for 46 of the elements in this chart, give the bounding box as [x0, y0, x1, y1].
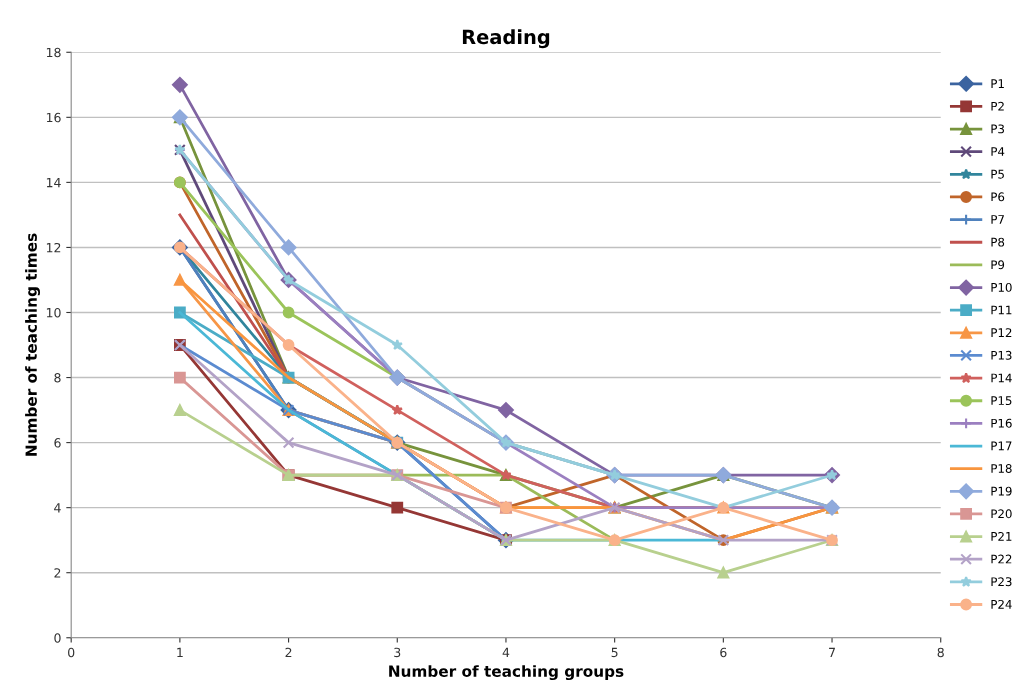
legend-label: P19 — [991, 486, 1012, 496]
chart-title: Reading — [462, 29, 550, 49]
y-tick-label: 18 — [46, 47, 61, 58]
y-axis-title: Number of teaching times — [25, 233, 41, 456]
x-tick-label: 3 — [394, 647, 401, 658]
y-tick-label: 14 — [46, 178, 61, 188]
x-axis-title: Number of teaching groups — [389, 665, 624, 681]
x-tick-label: 1 — [177, 647, 183, 657]
x-tick-label: 8 — [937, 647, 944, 658]
x-tick-label: 4 — [502, 647, 510, 657]
legend-label: P24 — [991, 599, 1012, 609]
legend-label: P23 — [991, 577, 1012, 587]
legend-label: P14 — [991, 373, 1012, 383]
legend-label: P8 — [991, 237, 1005, 247]
legend-label: P2 — [991, 101, 1004, 111]
legend-label: P21 — [991, 531, 1012, 541]
y-tick-label: 0 — [54, 633, 61, 643]
y-tick-label: 12 — [46, 242, 61, 253]
y-tick-label: 4 — [54, 503, 61, 513]
x-tick-label: 5 — [611, 647, 618, 658]
y-tick-label: 16 — [46, 112, 61, 123]
y-tick-label: 6 — [54, 438, 61, 448]
legend-label: P18 — [991, 464, 1012, 473]
legend-label: P9 — [991, 260, 1005, 270]
legend-label: P17 — [991, 441, 1012, 451]
legend-label: P5 — [991, 169, 1004, 179]
x-tick-label: 6 — [720, 647, 727, 658]
legend-label: P20 — [991, 509, 1012, 519]
x-tick-label: 2 — [285, 647, 292, 657]
legend-label: P7 — [991, 215, 1004, 224]
legend-label: P6 — [991, 192, 1005, 202]
x-tick-label: 7 — [829, 647, 835, 657]
x-tick-label: 0 — [68, 647, 75, 658]
legend-label: P11 — [991, 305, 1012, 315]
legend-label: P3 — [991, 124, 1004, 134]
y-tick-label: 10 — [46, 307, 61, 318]
y-tick-label: 2 — [54, 568, 61, 578]
legend-label: P12 — [991, 328, 1012, 337]
legend-label: P4 — [991, 147, 1005, 156]
legend-label: P1 — [991, 79, 1004, 88]
y-tick-label: 8 — [54, 373, 61, 383]
legend-label: P10 — [991, 282, 1012, 292]
legend-label: P13 — [991, 350, 1012, 360]
legend-label: P22 — [991, 554, 1012, 564]
legend-label: P15 — [991, 396, 1012, 406]
legend-label: P16 — [991, 418, 1012, 428]
